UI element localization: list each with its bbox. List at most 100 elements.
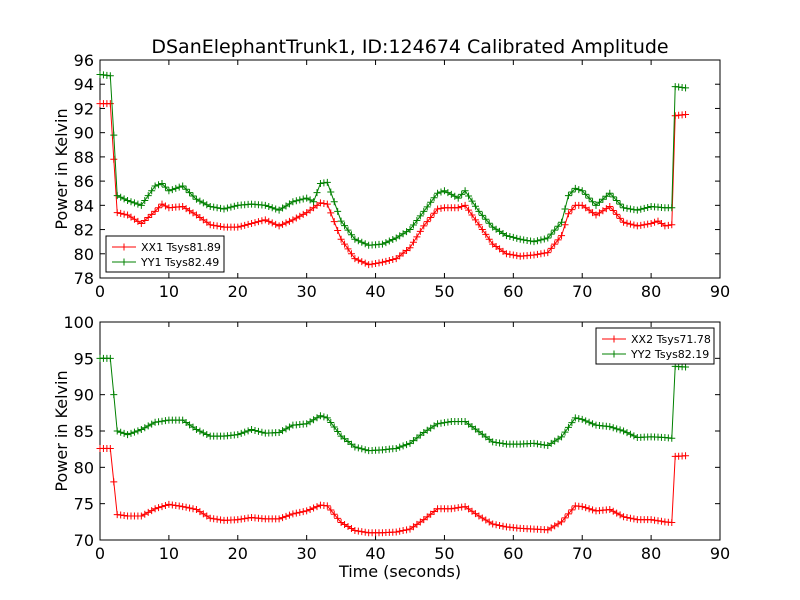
- data-point-marker: [330, 423, 338, 431]
- data-point-marker: [482, 215, 490, 223]
- data-point-marker: [551, 240, 559, 248]
- data-point-marker: [637, 221, 645, 229]
- data-point-marker: [361, 528, 369, 536]
- data-point-marker: [420, 222, 428, 230]
- series-yy2: [96, 354, 690, 455]
- data-point-marker: [144, 192, 152, 200]
- data-point-marker: [316, 180, 324, 188]
- data-point-marker: [148, 507, 156, 515]
- legend-box: [105, 235, 225, 273]
- x-tick-label: 70: [572, 282, 592, 301]
- data-point-marker: [630, 515, 638, 523]
- data-point-marker: [244, 514, 252, 522]
- data-point-marker: [279, 427, 287, 435]
- data-point-marker: [306, 196, 314, 204]
- data-point-marker: [599, 195, 607, 203]
- data-point-marker: [165, 187, 173, 195]
- data-point-marker: [489, 520, 497, 528]
- data-point-marker: [382, 239, 390, 247]
- data-point-marker: [613, 196, 621, 204]
- data-point-marker: [299, 195, 307, 203]
- y-tick-label: 70: [74, 531, 94, 550]
- data-point-marker: [458, 190, 466, 198]
- data-point-marker: [179, 503, 187, 511]
- data-point-marker: [682, 111, 690, 118]
- data-point-marker: [117, 193, 125, 201]
- data-point-marker: [682, 363, 690, 371]
- x-tick-label: 10: [159, 282, 179, 301]
- legend-label: YY2 Tsys82.19: [630, 348, 709, 361]
- data-point-marker: [358, 528, 366, 536]
- data-point-marker: [585, 194, 593, 202]
- data-point-marker: [651, 218, 659, 226]
- y-tick-label: 95: [74, 349, 94, 368]
- data-point-marker: [558, 433, 566, 441]
- data-point-marker: [151, 505, 159, 513]
- data-point-marker: [110, 155, 118, 163]
- data-point-marker: [571, 184, 579, 192]
- data-point-marker: [144, 508, 152, 516]
- data-point-marker: [141, 424, 149, 432]
- data-point-marker: [127, 198, 135, 206]
- data-point-marker: [561, 428, 569, 436]
- data-point-marker: [440, 419, 448, 427]
- data-point-marker: [451, 192, 459, 200]
- y-tick-label: 78: [74, 269, 94, 288]
- data-point-marker: [285, 511, 293, 519]
- data-point-marker: [396, 527, 404, 535]
- data-point-marker: [502, 250, 510, 258]
- data-point-marker: [564, 192, 572, 200]
- x-tick-label: 30: [296, 282, 316, 301]
- data-point-marker: [186, 504, 194, 512]
- data-point-marker: [434, 420, 442, 428]
- data-point-marker: [478, 211, 486, 219]
- data-point-marker: [465, 206, 473, 214]
- x-tick-label: 10: [159, 544, 179, 563]
- data-point-marker: [354, 444, 362, 452]
- data-point-marker: [203, 430, 211, 438]
- data-point-marker: [533, 237, 541, 245]
- data-point-marker: [172, 501, 180, 509]
- data-point-marker: [358, 258, 366, 266]
- x-tick-label: 40: [365, 282, 385, 301]
- data-point-marker: [327, 188, 335, 196]
- data-point-marker: [161, 417, 169, 425]
- data-point-marker: [575, 186, 583, 194]
- data-point-marker: [547, 244, 555, 252]
- data-point-marker: [606, 505, 614, 513]
- data-point-marker: [540, 235, 548, 243]
- data-point-marker: [647, 516, 655, 524]
- data-point-marker: [279, 220, 287, 228]
- data-point-marker: [654, 517, 662, 525]
- data-point-marker: [392, 444, 400, 452]
- data-point-marker: [230, 202, 238, 210]
- data-point-marker: [130, 428, 138, 436]
- data-point-marker: [499, 522, 507, 530]
- data-point-marker: [564, 510, 572, 518]
- data-point-marker: [323, 178, 331, 186]
- data-point-marker: [575, 415, 583, 423]
- data-point-marker: [668, 519, 676, 527]
- data-point-marker: [272, 205, 280, 213]
- data-point-marker: [113, 209, 121, 217]
- data-point-marker: [148, 210, 156, 218]
- data-point-marker: [403, 526, 411, 534]
- data-point-marker: [475, 221, 483, 229]
- data-point-marker: [285, 217, 293, 225]
- data-point-marker: [668, 434, 676, 442]
- y-tick-label: 84: [74, 196, 94, 215]
- data-point-marker: [533, 440, 541, 448]
- data-point-marker: [155, 181, 163, 189]
- data-point-marker: [192, 426, 200, 434]
- data-point-marker: [454, 204, 462, 212]
- data-point-marker: [279, 514, 287, 522]
- x-tick-label: 60: [503, 282, 523, 301]
- data-point-marker: [475, 207, 483, 215]
- data-point-marker: [530, 251, 538, 259]
- data-point-marker: [616, 200, 624, 208]
- data-point-marker: [561, 205, 569, 213]
- data-point-marker: [282, 425, 290, 433]
- data-point-marker: [447, 505, 455, 513]
- data-point-marker: [320, 179, 328, 187]
- data-point-marker: [392, 528, 400, 536]
